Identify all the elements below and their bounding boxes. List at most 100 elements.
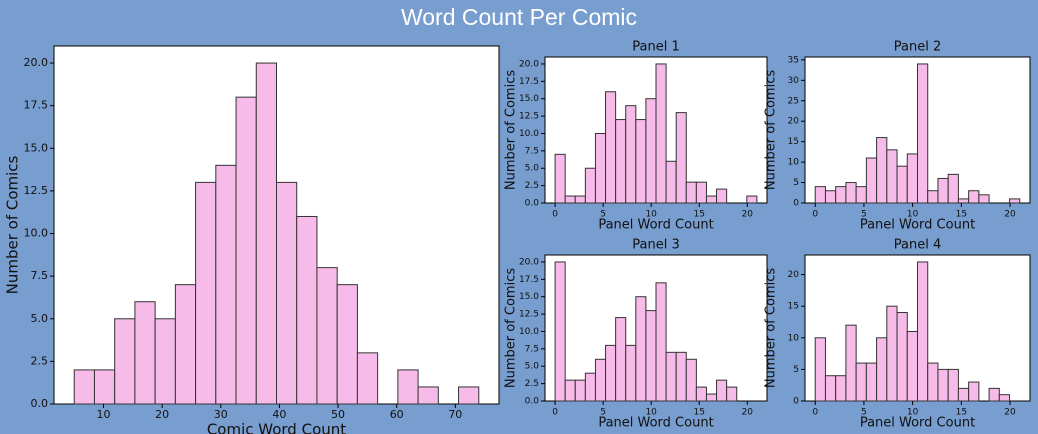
x-tick-label: 15 <box>694 408 705 418</box>
y-tick-label: 7.5 <box>525 344 539 354</box>
bar <box>906 330 918 402</box>
bar <box>594 132 607 204</box>
x-tick-label: 15 <box>694 210 705 220</box>
bar <box>886 149 898 204</box>
y-tick-label: 10.0 <box>519 327 539 337</box>
bar <box>814 337 826 402</box>
bar <box>417 386 439 405</box>
bar <box>574 379 586 402</box>
bar <box>845 324 857 402</box>
y-tick-label: 0.0 <box>31 397 49 410</box>
x-axis-label: Panel Word Count <box>598 416 713 431</box>
x-axis-label: Panel Word Count <box>598 218 713 233</box>
y-tick-label: 17.5 <box>24 99 49 112</box>
plot-title: Panel 1 <box>632 40 679 55</box>
x-tick-label: 5 <box>861 408 867 418</box>
bar <box>625 105 637 204</box>
y-tick-label: 15 <box>788 302 799 312</box>
bar <box>655 282 667 402</box>
bar <box>876 337 888 402</box>
y-tick-label: 20.0 <box>24 56 49 69</box>
y-tick-label: 12.5 <box>519 112 539 122</box>
bar <box>695 386 707 402</box>
bar <box>594 358 607 402</box>
y-tick-label: 0 <box>793 199 799 209</box>
bar <box>855 186 867 204</box>
x-tick-label: 60 <box>390 408 404 421</box>
bar <box>73 369 95 405</box>
bar <box>998 394 1011 402</box>
y-tick-label: 10 <box>788 333 800 343</box>
y-tick-label: 15.0 <box>24 141 49 154</box>
y-axis-label: Number of Comics <box>4 155 22 294</box>
bar <box>195 181 217 405</box>
bar <box>917 261 929 402</box>
y-tick-label: 5.0 <box>525 164 540 174</box>
bar <box>605 91 617 204</box>
y-tick-label: 10.0 <box>519 129 539 139</box>
bar <box>957 387 970 402</box>
bar <box>845 182 857 204</box>
x-tick-label: 0 <box>812 408 818 418</box>
bar <box>716 379 728 402</box>
x-tick-label: 20 <box>1004 210 1016 220</box>
bar <box>896 165 908 204</box>
bar <box>336 284 358 405</box>
bar <box>685 181 697 204</box>
x-tick-label: 10 <box>645 408 657 418</box>
bar <box>625 344 637 402</box>
bar <box>968 190 980 204</box>
y-tick-label: 7.5 <box>525 146 539 156</box>
y-tick-label: 17.5 <box>519 77 539 87</box>
y-tick-label: 0.0 <box>525 199 540 209</box>
bar <box>824 375 837 402</box>
bar <box>695 181 707 204</box>
x-tick-label: 10 <box>907 408 919 418</box>
x-tick-label: 30 <box>214 408 228 421</box>
x-tick-label: 20 <box>1004 408 1016 418</box>
x-tick-label: 10 <box>645 210 657 220</box>
bar <box>134 301 156 405</box>
x-axis-label: Comic Word Count <box>207 421 346 434</box>
bar <box>635 296 647 402</box>
x-tick-label: 0 <box>812 210 818 220</box>
bar <box>655 63 667 204</box>
bar <box>1009 198 1021 204</box>
bar <box>645 310 657 402</box>
bar <box>635 119 647 204</box>
x-tick-label: 20 <box>155 408 169 421</box>
bar <box>574 195 586 204</box>
bar <box>584 372 596 402</box>
y-axis-label: Number of Comics <box>504 70 519 190</box>
x-tick-label: 0 <box>552 210 558 220</box>
x-tick-label: 70 <box>448 408 462 421</box>
bar <box>458 386 480 405</box>
x-tick-label: 10 <box>907 210 919 220</box>
x-axis-label: Panel Word Count <box>860 218 975 233</box>
y-tick-label: 15.0 <box>519 94 539 104</box>
y-tick-label: 20.0 <box>519 257 539 267</box>
bar <box>584 167 596 204</box>
bar <box>615 119 627 204</box>
bar <box>296 215 318 405</box>
bar <box>705 393 718 402</box>
y-axis-label: Number of Comics <box>504 268 519 388</box>
bar <box>554 153 566 204</box>
y-axis-label: Number of Comics <box>764 268 779 388</box>
plot-title: Panel 3 <box>632 238 679 253</box>
bar <box>356 352 379 405</box>
y-tick-label: 5 <box>793 365 799 375</box>
bar <box>114 318 136 405</box>
figure-title: Word Count Per Comic <box>401 4 637 30</box>
bar <box>835 186 847 204</box>
bar <box>876 137 888 204</box>
bar <box>947 368 959 402</box>
x-tick-label: 15 <box>956 408 967 418</box>
y-tick-label: 20.0 <box>519 59 539 69</box>
y-tick-label: 35 <box>788 55 799 65</box>
x-tick-label: 40 <box>272 408 286 421</box>
x-tick-label: 5 <box>861 210 867 220</box>
x-tick-label: 5 <box>600 210 606 220</box>
